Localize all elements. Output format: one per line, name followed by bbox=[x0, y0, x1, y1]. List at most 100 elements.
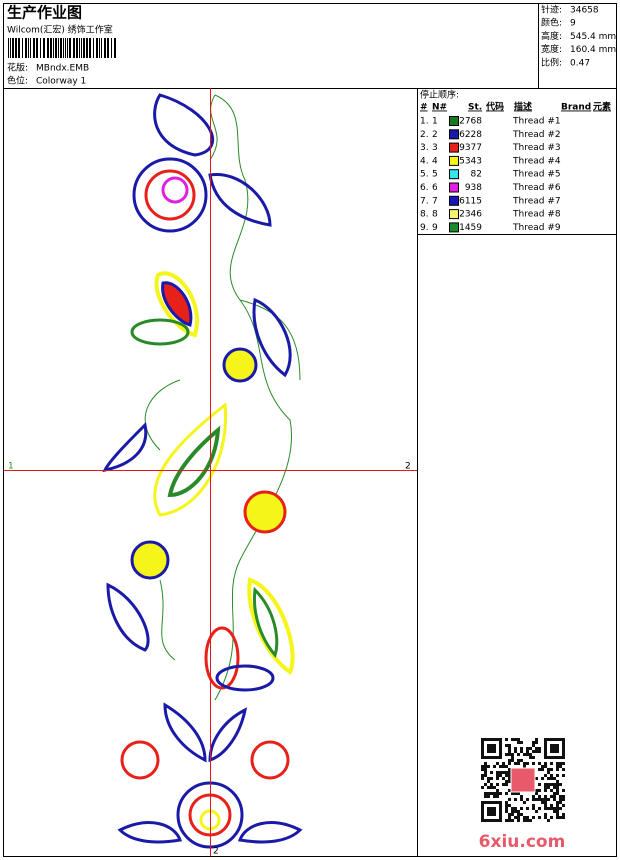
row-index: 1. bbox=[420, 117, 429, 127]
qr-module bbox=[517, 816, 520, 819]
qr-module bbox=[481, 801, 484, 804]
title: 生产作业图 bbox=[7, 4, 82, 22]
qr-module bbox=[553, 807, 556, 810]
qr-module bbox=[532, 756, 535, 759]
qr-module bbox=[487, 738, 490, 741]
qr-module bbox=[550, 777, 553, 780]
qr-module bbox=[484, 792, 487, 795]
qr-module bbox=[520, 747, 523, 750]
qr-module bbox=[499, 756, 502, 759]
qr-module bbox=[508, 798, 511, 801]
bar-stripe bbox=[93, 38, 94, 58]
qr-module bbox=[490, 786, 493, 789]
qr-module bbox=[550, 762, 553, 765]
qr-module bbox=[490, 813, 493, 816]
qr-module bbox=[511, 753, 514, 756]
qr-module bbox=[484, 774, 487, 777]
qr-module bbox=[535, 738, 538, 741]
bar-stripe bbox=[65, 38, 66, 58]
qr-module bbox=[544, 801, 547, 804]
qr-module bbox=[559, 807, 562, 810]
qr-module bbox=[550, 747, 553, 750]
qr-module bbox=[502, 762, 505, 765]
qr-module bbox=[505, 801, 508, 804]
qr-module bbox=[562, 768, 565, 771]
row-index: 9. bbox=[420, 223, 429, 233]
bar-stripe bbox=[10, 38, 11, 58]
company: Wilcom(汇宏) 绣饰工作室 bbox=[7, 24, 113, 36]
qr-module bbox=[511, 810, 514, 813]
qr-module bbox=[496, 738, 499, 741]
qr-module bbox=[544, 741, 547, 744]
qr-module bbox=[544, 753, 547, 756]
row-number: 2 bbox=[432, 130, 438, 140]
qr-module bbox=[538, 798, 541, 801]
qr-module bbox=[544, 756, 547, 759]
qr-module bbox=[487, 807, 490, 810]
qr-module bbox=[562, 762, 565, 765]
qr-module bbox=[529, 747, 532, 750]
qr-module bbox=[499, 750, 502, 753]
watermark: 6xiu.com bbox=[479, 832, 566, 852]
qr-module bbox=[553, 747, 556, 750]
qr-module bbox=[553, 783, 556, 786]
qr-module bbox=[544, 786, 547, 789]
qr-module bbox=[487, 777, 490, 780]
qr-module bbox=[481, 744, 484, 747]
qr-module bbox=[553, 795, 556, 798]
qr-module bbox=[544, 762, 547, 765]
qr-module bbox=[556, 792, 559, 795]
color-swatch bbox=[449, 182, 459, 193]
bar-stripe bbox=[99, 38, 100, 58]
qr-module bbox=[535, 741, 538, 744]
bar-stripe bbox=[101, 38, 102, 58]
qr-module bbox=[508, 759, 511, 762]
qr-module bbox=[499, 804, 502, 807]
qr-module bbox=[481, 813, 484, 816]
qr-module bbox=[526, 819, 529, 822]
qr-module bbox=[541, 765, 544, 768]
qr-module bbox=[490, 747, 493, 750]
thread-description: Thread #9 bbox=[512, 223, 561, 233]
qr-module bbox=[553, 792, 556, 795]
qr-module bbox=[484, 819, 487, 822]
qr-module bbox=[508, 819, 511, 822]
qr-module bbox=[556, 780, 559, 783]
qr-module bbox=[508, 789, 511, 792]
qr-module bbox=[484, 765, 487, 768]
qr-module bbox=[493, 801, 496, 804]
qr-module bbox=[562, 747, 565, 750]
qr-module bbox=[556, 750, 559, 753]
bar-stripe bbox=[89, 38, 91, 58]
column-header: 元素 bbox=[593, 101, 611, 113]
thread-code: 938 bbox=[465, 183, 482, 193]
qr-module bbox=[490, 819, 493, 822]
info-value: 34658 bbox=[570, 6, 599, 16]
qr-module bbox=[484, 783, 487, 786]
row-index: 5. bbox=[420, 170, 429, 180]
qr-module bbox=[553, 786, 556, 789]
thread-description: Thread #3 bbox=[512, 143, 561, 153]
qr-module bbox=[484, 771, 487, 774]
thread-code: 2768 bbox=[459, 117, 482, 127]
crosshair-label: 2 bbox=[405, 462, 411, 472]
qr-module bbox=[511, 813, 514, 816]
column-header: N# bbox=[432, 103, 447, 113]
qr-module bbox=[508, 747, 511, 750]
qr-module bbox=[514, 816, 517, 819]
qr-module bbox=[556, 804, 559, 807]
qr-module bbox=[496, 801, 499, 804]
qr-code bbox=[481, 738, 565, 822]
qr-module bbox=[553, 744, 556, 747]
qr-module bbox=[553, 738, 556, 741]
qr-module bbox=[499, 807, 502, 810]
qr-module bbox=[544, 798, 547, 801]
qr-module bbox=[559, 762, 562, 765]
qr-module bbox=[556, 783, 559, 786]
qr-module bbox=[514, 738, 517, 741]
thread-table: # N# St. 代码 描述 Brand 元素 1. 1 2768 Thread #1 2. 2 6228… bbox=[420, 101, 611, 233]
qr-module bbox=[481, 774, 484, 777]
qr-module bbox=[541, 777, 544, 780]
qr-module bbox=[547, 738, 550, 741]
thread-description: Thread #2 bbox=[512, 130, 561, 140]
